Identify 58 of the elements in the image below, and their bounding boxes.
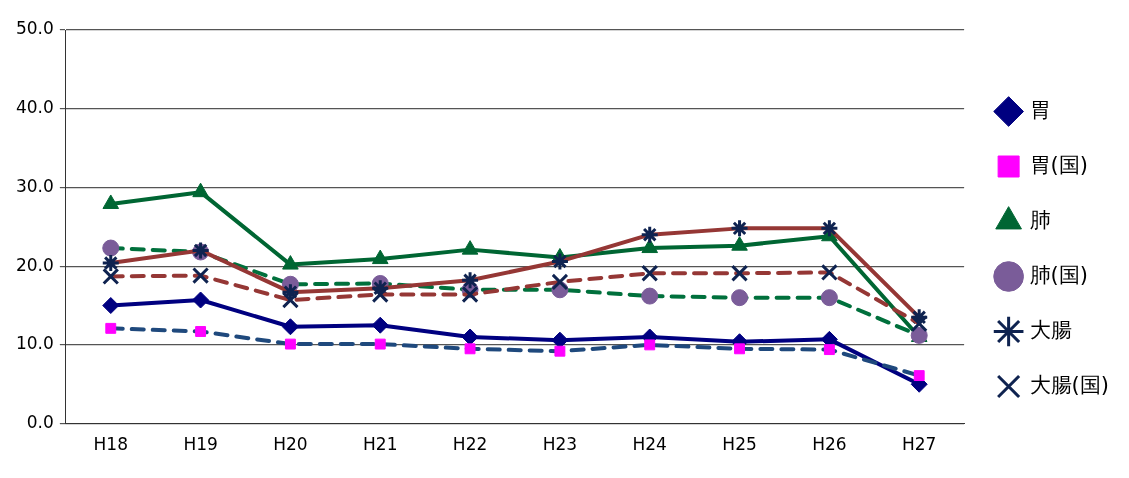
legend-label: 胃 [1029,97,1051,122]
point [102,194,120,209]
legend-label: 大腸(国) [1029,372,1109,397]
point [461,328,479,346]
point [281,318,299,336]
x-tick-label: H18 [93,434,128,455]
point [820,263,838,282]
point [551,273,569,291]
legend-label: 肺(国) [1029,262,1088,287]
point [195,326,207,337]
x-tick-label: H24 [632,434,667,455]
point [731,289,749,307]
point [105,322,117,334]
point [644,339,656,351]
point [640,225,660,245]
point [641,264,659,282]
point [823,344,835,356]
point [730,264,749,282]
point [192,267,210,285]
point [641,238,659,254]
point [374,338,386,350]
x-tick-label: H19 [183,434,218,455]
point [734,343,745,355]
point [461,240,479,255]
legend-label: 肺 [1029,207,1051,232]
point [284,338,296,350]
point [641,287,659,305]
point [554,345,566,357]
point [464,343,476,355]
x-tick-label: H27 [901,434,937,455]
point [820,289,838,307]
point [192,182,209,198]
y-tick-label: 0.0 [26,412,54,433]
y-tick-label: 40.0 [15,97,54,118]
x-tick-label: H21 [363,434,398,455]
point [551,331,569,349]
y-tick-label: 30.0 [15,175,54,196]
x-tick-label: H23 [542,434,578,455]
point [102,239,120,257]
x-tick-label: H22 [452,434,488,455]
legend-label: 胃(国) [1029,152,1088,177]
point [913,370,925,382]
point [192,291,210,309]
point [102,297,120,315]
point [550,251,570,271]
x-tick-label: H26 [812,434,847,455]
point [371,316,389,334]
point [371,249,389,265]
y-tick-label: 50.0 [15,18,54,39]
x-tick-label: H20 [273,434,308,455]
point [819,218,839,238]
y-tick-label: 10.0 [15,333,54,354]
point [731,236,748,251]
point [730,218,750,238]
point [282,255,299,270]
x-tick-label: H25 [722,434,757,455]
y-tick-label: 20.0 [15,254,54,275]
legend-label: 大腸 [1029,317,1072,342]
